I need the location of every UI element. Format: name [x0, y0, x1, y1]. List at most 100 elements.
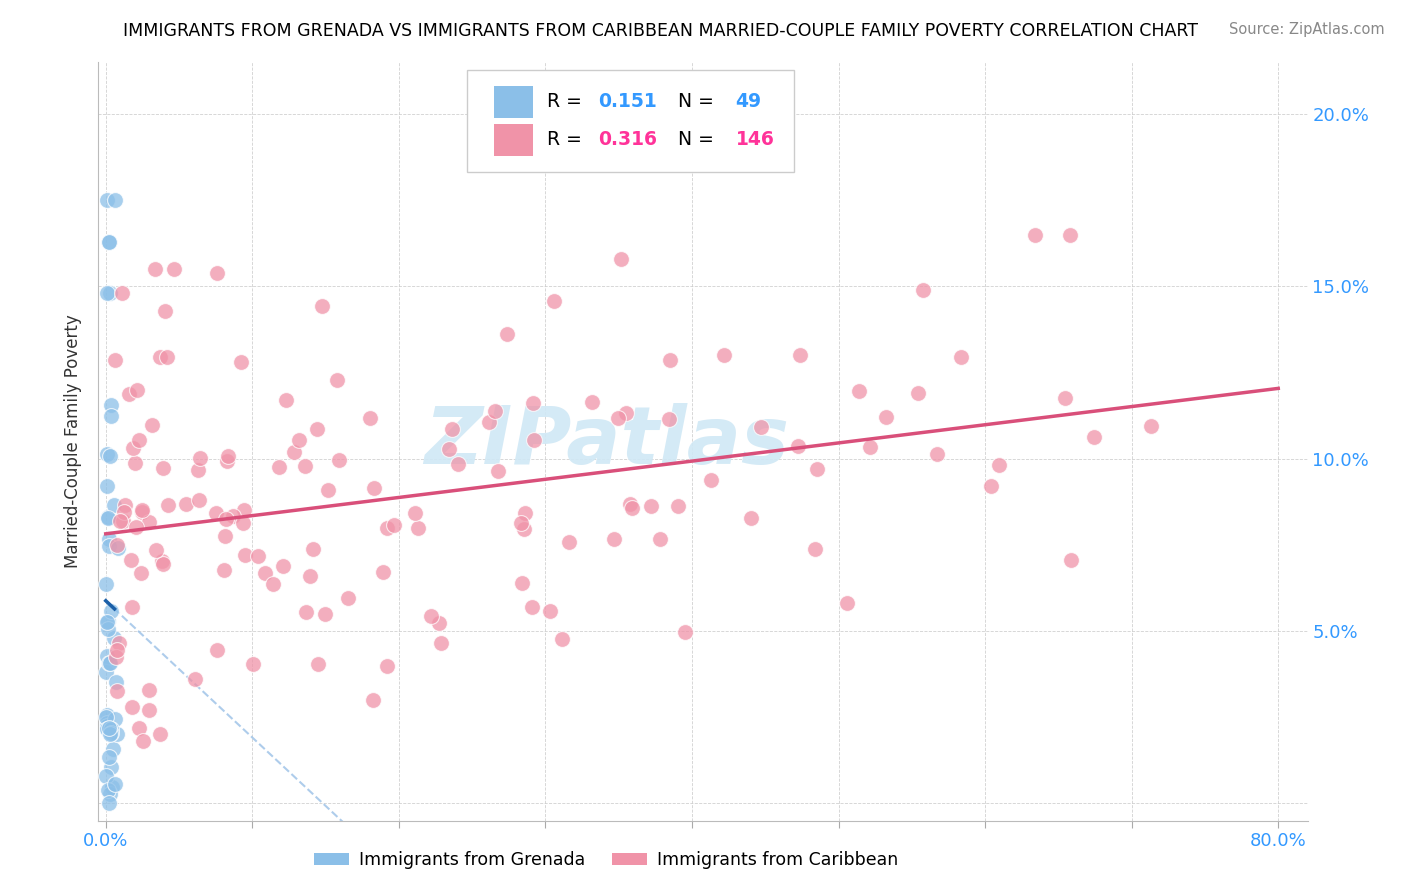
Point [112, 505, 135, 519]
Point [233, 503, 256, 517]
Point [96, 286, 118, 301]
Point [150, 554, 173, 568]
Point [131, 505, 153, 519]
Point [336, 591, 359, 606]
Point [988, 458, 1011, 472]
Point [558, 535, 581, 549]
Point [1140, 419, 1163, 434]
Text: N =: N = [665, 93, 720, 112]
Point [96, 614, 118, 628]
Point [100, 723, 122, 737]
Point [242, 657, 264, 672]
Point [551, 632, 574, 646]
Point [478, 415, 501, 429]
Point [112, 514, 135, 528]
Point [484, 404, 506, 418]
Point [96, 716, 118, 731]
Point [97, 511, 120, 525]
Point [610, 252, 633, 266]
Point [96, 478, 118, 492]
Point [283, 445, 305, 459]
Point [145, 543, 167, 558]
Point [98, 796, 121, 810]
Point [98, 750, 121, 764]
Point [302, 541, 325, 556]
Point [97, 722, 120, 736]
Text: ZIPatlas: ZIPatlas [423, 402, 789, 481]
Point [295, 605, 318, 619]
Text: Source: ZipAtlas.com: Source: ZipAtlas.com [1229, 22, 1385, 37]
Point [359, 411, 381, 425]
Point [377, 659, 399, 673]
Point [749, 420, 772, 434]
Point [104, 194, 127, 208]
Point [274, 393, 297, 408]
Legend: Immigrants from Grenada, Immigrants from Caribbean: Immigrants from Grenada, Immigrants from… [308, 845, 905, 877]
Point [138, 515, 160, 529]
Text: 49: 49 [735, 93, 762, 112]
Point [907, 386, 929, 401]
Point [658, 411, 681, 425]
Point [124, 456, 146, 470]
Point [157, 498, 180, 512]
Point [215, 454, 238, 468]
Point [515, 506, 537, 520]
Text: 0.316: 0.316 [598, 130, 657, 149]
Point [100, 398, 122, 412]
Point [659, 352, 682, 367]
Point [607, 411, 630, 425]
Point [187, 463, 209, 477]
Point [912, 283, 935, 297]
Point [97, 782, 120, 797]
Point [262, 577, 284, 591]
Point [96, 194, 118, 208]
Point [97, 235, 120, 249]
Point [120, 552, 142, 566]
Point [98, 235, 121, 249]
Text: 146: 146 [735, 130, 775, 149]
Point [96, 649, 118, 664]
Point [96, 719, 118, 733]
Point [1083, 430, 1105, 444]
Point [538, 604, 561, 618]
Point [363, 481, 385, 495]
Point [101, 780, 124, 795]
Point [1059, 553, 1081, 567]
Point [603, 533, 626, 547]
Point [804, 542, 827, 557]
Point [787, 439, 810, 453]
Point [184, 672, 207, 686]
Point [98, 539, 121, 553]
Point [205, 506, 228, 520]
Point [496, 327, 519, 342]
Point [620, 501, 643, 516]
Point [104, 352, 127, 367]
Point [96, 615, 118, 629]
Point [100, 604, 122, 618]
Point [700, 473, 723, 487]
Point [121, 699, 143, 714]
Point [214, 563, 236, 577]
Text: R =: R = [547, 93, 588, 112]
Point [328, 453, 350, 467]
Point [105, 684, 128, 698]
Point [94, 577, 117, 591]
Point [311, 299, 333, 313]
Point [94, 710, 117, 724]
Point [96, 722, 118, 736]
FancyBboxPatch shape [494, 86, 533, 118]
Point [269, 460, 291, 475]
Point [207, 266, 229, 280]
Point [430, 636, 453, 650]
Point [96, 707, 118, 722]
Point [128, 433, 150, 447]
Point [229, 355, 252, 369]
Point [138, 703, 160, 717]
Point [108, 514, 131, 528]
Point [132, 734, 155, 748]
Point [98, 657, 121, 671]
Point [522, 396, 544, 410]
Point [361, 693, 384, 707]
Point [103, 498, 125, 512]
Point [523, 433, 546, 447]
